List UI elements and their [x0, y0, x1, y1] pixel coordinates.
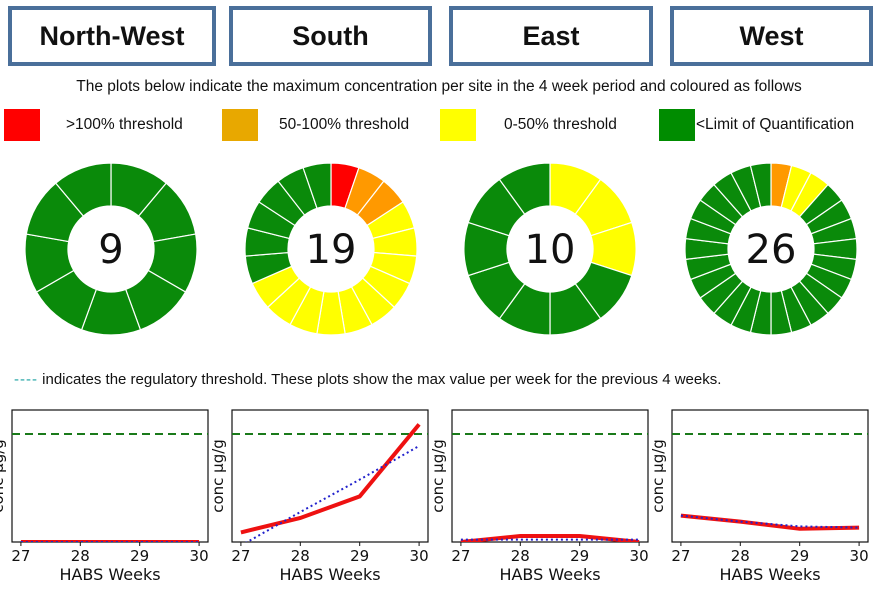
line-chart-north-west: 27 28 29 30 HABS Weeks conc µg/g: [0, 409, 209, 584]
legend-label-over-threshold: >100% threshold: [66, 116, 183, 133]
x-tick-label: 27: [11, 547, 30, 565]
donut-hole: [68, 206, 154, 292]
plot-frame: [231, 409, 429, 543]
line-chart-east: 27 28 29 30 HABS Weeks conc µg/g: [429, 409, 649, 584]
trend-line: [245, 445, 420, 542]
x-tick-label: 27: [451, 547, 470, 565]
plot-frame: [451, 409, 649, 543]
donut-count-label: 19: [306, 227, 357, 273]
intro-text: The plots below indicate the maximum con…: [76, 78, 802, 95]
threshold-note: ---- indicates the regulatory threshold.…: [14, 371, 721, 388]
region-title-north-west: North-West: [8, 6, 216, 66]
x-axis-label: HABS Weeks: [59, 565, 160, 584]
x-tick-label: 30: [410, 547, 429, 565]
max-value-line: [240, 423, 421, 535]
legend-swatch-green: [659, 109, 695, 141]
x-tick-label: 29: [350, 547, 369, 565]
region-title-east: East: [449, 6, 653, 66]
threshold-note-text: indicates the regulatory threshold. Thes…: [37, 371, 722, 388]
region-title-south: South: [229, 6, 432, 66]
plot-frame: [671, 409, 869, 543]
x-tick-label: 28: [71, 547, 90, 565]
line-chart-south: 27 28 29 30 HABS Weeks conc µg/g: [209, 409, 429, 584]
y-axis-label: conc µg/g: [0, 439, 7, 513]
x-tick-label: 29: [570, 547, 589, 565]
donut-chart-west: 26: [684, 162, 858, 336]
x-tick-label: 30: [190, 547, 209, 565]
x-tick-label: 29: [130, 547, 149, 565]
donut-hole: [728, 206, 814, 292]
legend-swatch-amber: [222, 109, 258, 141]
x-tick-label: 27: [671, 547, 690, 565]
x-tick-label: 29: [790, 547, 809, 565]
legend-swatch-yellow: [440, 109, 476, 141]
max-value-line: [460, 534, 640, 542]
legend-label-loq: <Limit of Quantification: [696, 116, 855, 133]
x-tick-label: 30: [850, 547, 869, 565]
plot-frame: [11, 409, 209, 543]
donut-chart-south: 19: [244, 162, 418, 336]
x-tick-label: 28: [291, 547, 310, 565]
y-axis-label: conc µg/g: [429, 439, 447, 513]
x-tick-label: 30: [630, 547, 649, 565]
donut-hole: [288, 206, 374, 292]
threshold-dash-symbol: ----: [14, 371, 38, 388]
y-axis-label: conc µg/g: [649, 439, 667, 513]
legend-label-50-100: 50-100% threshold: [279, 116, 410, 133]
x-tick-label: 28: [511, 547, 530, 565]
region-title-west: West: [670, 6, 873, 66]
x-tick-label: 27: [231, 547, 250, 565]
line-chart-west: 27 28 29 30 HABS Weeks conc µg/g: [649, 409, 869, 584]
x-tick-label: 28: [731, 547, 750, 565]
x-axis-label: HABS Weeks: [719, 565, 820, 584]
donut-count-label: 10: [525, 227, 576, 273]
donut-chart-north-west: 9: [24, 162, 198, 336]
legend-label-0-50: 0-50% threshold: [504, 116, 617, 133]
donut-chart-east: 10: [463, 162, 637, 336]
y-axis-label: conc µg/g: [209, 439, 227, 513]
donut-slice: [498, 162, 551, 216]
donut-hole: [507, 206, 593, 292]
donut-count-label: 26: [746, 227, 797, 273]
x-axis-label: HABS Weeks: [499, 565, 600, 584]
x-axis-label: HABS Weeks: [279, 565, 380, 584]
legend-swatch-red: [4, 109, 40, 141]
donut-count-label: 9: [98, 227, 123, 273]
max-value-line: [680, 513, 860, 531]
